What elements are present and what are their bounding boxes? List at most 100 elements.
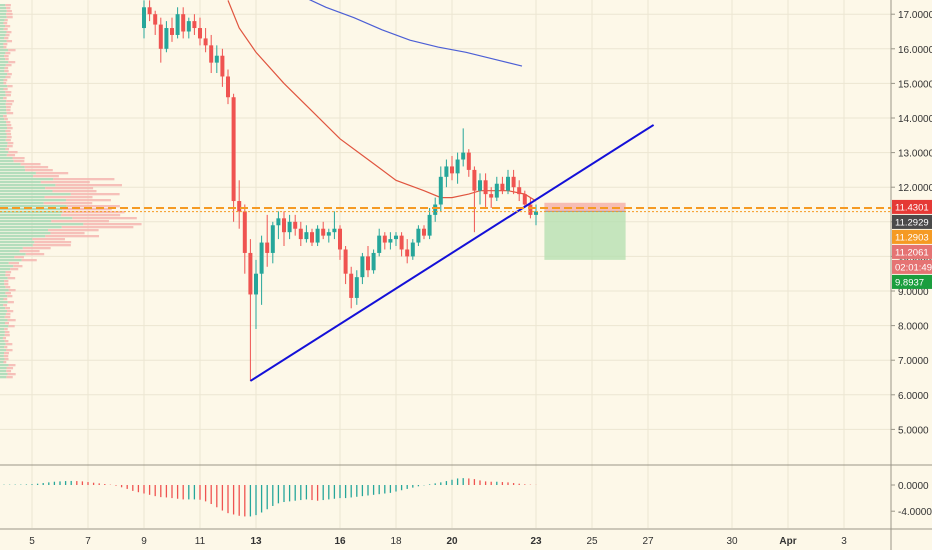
candle-body-up [332,228,337,233]
profile-bar-up [0,295,8,298]
candle-body-down [405,249,410,257]
candle-body-down [248,252,253,295]
profile-bar-up [0,130,6,133]
price-tick-label: 15.0000 [898,79,932,90]
profile-bar-down [5,274,11,277]
profile-bar-up [0,349,6,352]
time-tick-label: 13 [250,536,262,547]
profile-bar-up [0,49,9,52]
profile-bar-up [0,151,9,154]
candle-body-up [394,235,398,240]
time-tick-label: 30 [726,536,738,547]
candle-body-up [164,28,169,49]
profile-bar-up [0,7,7,10]
price-tick-label: 13.0000 [898,149,932,160]
oscillator-axis[interactable]: 0.0000 -4.0000 [891,481,932,518]
profile-bar-down [3,43,8,46]
moving-averages [227,0,537,202]
candle-body-up [416,228,421,243]
profile-bar-up [0,226,62,229]
profile-bar-up [0,64,6,67]
profile-bar-up [0,124,7,127]
profile-bar-down [6,136,12,139]
profile-bar-up [0,193,71,196]
profile-bar-down [5,64,12,67]
short-position-tool[interactable] [544,202,626,260]
profile-bar-down [7,73,12,76]
time-tick-label: 3 [841,536,847,547]
profile-bar-down [61,226,134,229]
profile-bar-up [0,367,7,370]
candle-body-up [371,252,376,271]
profile-bar-up [0,325,9,328]
profile-bar-up [0,70,5,73]
stop-loss-zone[interactable] [544,202,626,212]
profile-bar-up [0,340,5,343]
candle-body-down [203,38,208,46]
ascending-trendline[interactable] [249,124,655,382]
profile-bar-up [0,304,4,307]
candle-body-down [517,187,522,195]
profile-bar-up [0,127,7,130]
profile-bar-down [5,34,10,37]
profile-bar-up [0,358,5,361]
time-tick-label: 7 [85,536,91,547]
profile-bar-down [5,91,12,94]
profile-bar-down [6,370,12,373]
price-tick-label: 14.0000 [898,114,932,125]
candle-body-up [254,273,258,295]
profile-bar-up [0,250,20,253]
price-tick-label: 12.0000 [898,183,932,194]
volume-profile [0,4,142,379]
time-tick-label: 20 [446,536,458,547]
candle-body-up [427,214,432,236]
profile-bar-up [0,259,22,262]
profile-bar-up [0,229,48,232]
profile-bar-up [0,19,5,22]
profile-bar-down [6,154,16,157]
profile-bar-up [0,283,5,286]
candle-body-down [153,14,158,25]
profile-bar-up [0,211,63,214]
profile-bar-up [0,166,25,169]
price-badge [892,214,932,229]
profile-bar-up [0,346,5,349]
profile-bar-up [0,154,7,157]
profile-bar-down [5,349,13,352]
profile-bar-up [0,34,6,37]
profile-bar-down [6,112,14,115]
profile-bar-down [43,202,93,205]
profile-bar-down [7,301,14,304]
profile-bar-down [6,16,13,19]
profile-bar-up [0,112,7,115]
candle-body-down [298,228,303,240]
profile-bar-down [6,7,11,10]
profile-bar-down [47,229,99,232]
profile-bar-down [14,256,24,259]
profile-bar-down [5,313,11,316]
time-tick-label: 25 [586,536,598,547]
profile-bar-down [51,220,109,223]
candle-body-down [338,228,342,250]
time-axis[interactable]: 5 7 9 11 13 16 18 20 23 25 27 30 Apr 3 [29,536,847,547]
profile-bar-up [0,331,5,334]
take-profit-zone[interactable] [544,211,626,260]
profile-bar-up [0,52,6,55]
profile-bar-up [0,265,14,268]
profile-bar-down [25,253,45,256]
profile-bar-down [45,235,100,238]
profile-bar-down [4,331,10,334]
time-tick-label: 9 [141,536,147,547]
candle-body-up [214,55,219,63]
profile-bar-down [5,94,11,97]
profile-bar-up [0,313,6,316]
trendline-drawing[interactable] [249,124,655,382]
candle-body-up [276,218,281,226]
profile-bar-up [0,277,8,280]
profile-bar-up [0,352,5,355]
profile-bar-down [52,190,97,193]
profile-bar-up [0,217,73,220]
profile-bar-down [5,343,13,346]
profile-bar-up [0,136,7,139]
